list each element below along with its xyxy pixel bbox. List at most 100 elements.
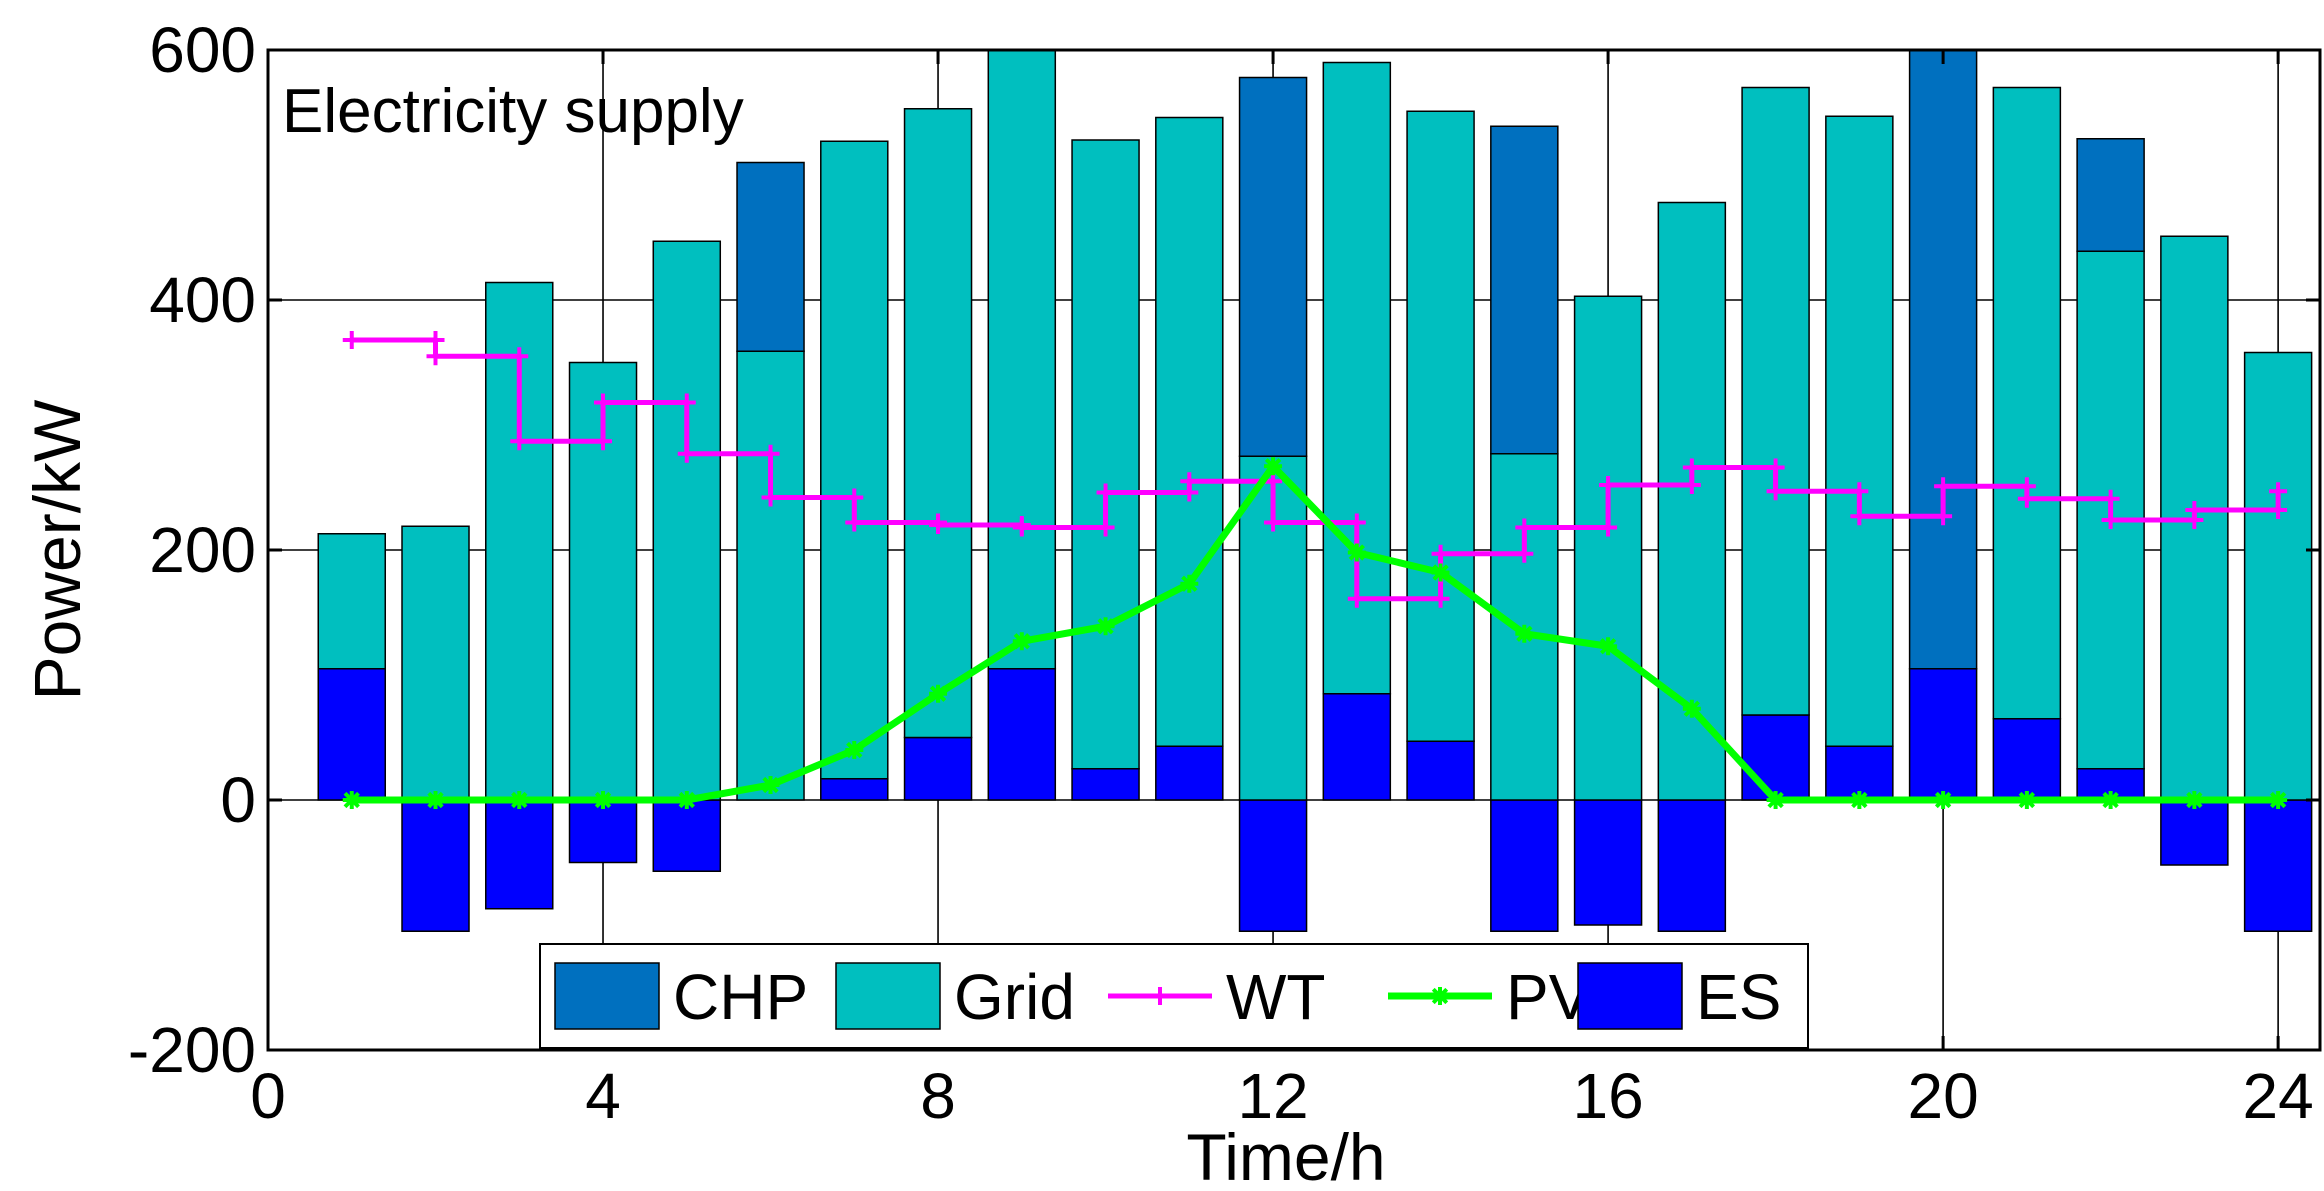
y-tick-label: -200 — [128, 1014, 256, 1086]
x-tick-label: 8 — [920, 1060, 956, 1132]
bar-es — [317, 668, 387, 801]
point-pv — [1431, 563, 1450, 582]
y-tick-label: 400 — [149, 264, 256, 336]
point-pv — [594, 791, 613, 809]
bar-es — [1322, 693, 1392, 801]
point-wt — [1934, 477, 1953, 496]
point-wt — [1850, 507, 1869, 526]
lines-layer — [342, 331, 2288, 809]
point-wt — [2185, 501, 2204, 519]
point-pv — [510, 791, 529, 809]
bar-chp — [1490, 125, 1559, 455]
legend-label-chp: CHP — [673, 961, 808, 1033]
point-pv — [1264, 457, 1283, 476]
point-pv — [1096, 617, 1115, 636]
point-pv — [2017, 791, 2036, 809]
bar-chp — [2076, 138, 2145, 252]
point-wt — [1347, 589, 1366, 608]
point-wt — [426, 347, 445, 366]
point-pv — [1515, 624, 1534, 643]
bar-grid — [903, 108, 973, 739]
bar-es — [987, 668, 1057, 801]
point-wt — [1515, 518, 1534, 537]
bar-es — [1657, 799, 1727, 932]
bar-grid — [736, 350, 805, 801]
point-wt — [1012, 518, 1031, 537]
line-wt — [351, 337, 2281, 602]
bar-grid — [1741, 86, 1810, 716]
point-wt — [1096, 518, 1115, 537]
point-pv — [845, 741, 864, 759]
bar-es — [1573, 799, 1643, 926]
bar-grid — [2243, 351, 2313, 801]
legend-item-es: ES — [1577, 961, 1781, 1033]
point-wt — [677, 444, 696, 463]
point-wt — [2269, 501, 2288, 519]
point-pv — [2269, 791, 2288, 809]
bar-chp — [736, 161, 805, 352]
chart-title: Electricity supply — [282, 77, 744, 146]
point-wt — [1096, 483, 1115, 502]
point-wt — [761, 444, 780, 463]
legend-label-grid: Grid — [954, 961, 1075, 1033]
point-wt — [1599, 476, 1618, 494]
bar-grid — [987, 49, 1057, 670]
y-tick-label: 0 — [220, 764, 256, 836]
legend-marker-wt — [1151, 987, 1169, 1005]
x-tick-label: 16 — [1572, 1060, 1643, 1132]
bar-grid — [1825, 115, 1894, 747]
legend-swatch-grid — [835, 962, 941, 1030]
point-wt — [1766, 458, 1785, 477]
legend-item-wt: WT — [1108, 961, 1326, 1033]
point-wt — [1599, 518, 1618, 537]
point-pv — [1347, 543, 1366, 562]
point-wt — [1934, 507, 1953, 526]
point-pv — [677, 791, 696, 809]
bar-grid — [1071, 139, 1140, 770]
legend-label-es: ES — [1696, 961, 1781, 1033]
point-wt — [510, 432, 529, 451]
bar-grid — [1155, 116, 1224, 747]
bar-es — [652, 799, 722, 872]
point-pv — [1180, 574, 1199, 593]
bar-es — [2243, 799, 2313, 932]
point-pv — [342, 791, 361, 809]
x-axis-label: Time/h — [1186, 1120, 1385, 1191]
x-tick-label: 20 — [1908, 1060, 1979, 1132]
point-wt — [761, 488, 780, 507]
point-wt — [929, 516, 948, 534]
legend: CHP Grid WT PV ES — [539, 943, 1809, 1049]
legend-item-chp: CHP — [554, 961, 808, 1033]
legend-item-grid: Grid — [835, 961, 1075, 1033]
bar-es — [1908, 668, 1978, 801]
bar-es — [1071, 768, 1140, 801]
point-pv — [1934, 791, 1953, 809]
bar-es — [401, 799, 470, 932]
bar-grid — [1992, 86, 2062, 720]
bar-chp — [1908, 49, 1978, 670]
point-pv — [2185, 791, 2204, 809]
legend-swatch-es — [1577, 962, 1683, 1030]
point-wt — [342, 331, 361, 349]
y-tick-label: 600 — [149, 14, 256, 86]
point-wt — [510, 347, 529, 366]
bar-es — [2160, 799, 2229, 866]
point-wt — [1347, 513, 1366, 532]
y-axis-label: Power/kW — [20, 399, 94, 700]
point-wt — [1264, 513, 1283, 532]
point-wt — [1515, 544, 1534, 563]
point-pv — [929, 684, 948, 703]
point-pv — [761, 776, 780, 794]
point-pv — [2101, 791, 2120, 809]
x-tick-label: 12 — [1237, 1060, 1308, 1132]
y-tick-label: 200 — [149, 514, 256, 586]
point-wt — [1682, 458, 1701, 477]
point-wt — [594, 393, 613, 412]
bar-grid — [1406, 110, 1475, 742]
bar-es — [1490, 799, 1559, 932]
point-wt — [1850, 482, 1869, 501]
point-pv — [1012, 632, 1031, 651]
bar-grid — [1573, 295, 1643, 801]
